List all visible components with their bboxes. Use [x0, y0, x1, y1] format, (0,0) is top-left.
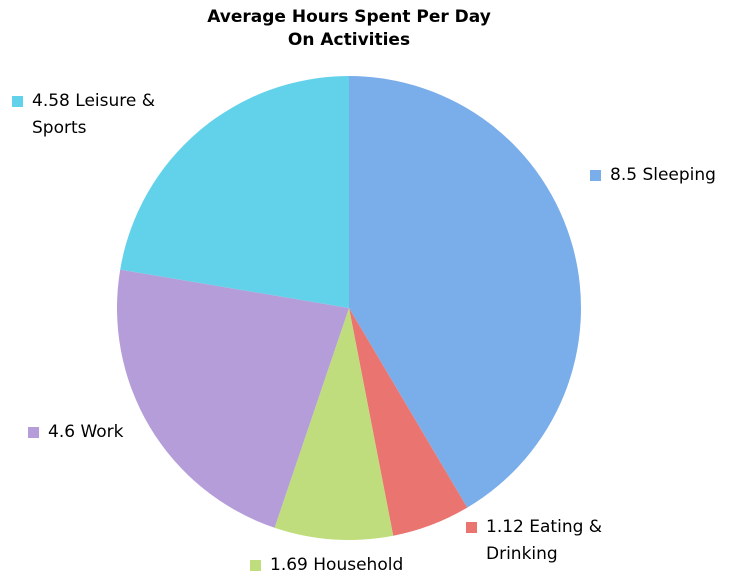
value-label: 1.69: [270, 555, 308, 575]
legend-swatch: [466, 522, 477, 533]
pie-slice: [274, 308, 394, 540]
pie-slice: [349, 308, 468, 536]
pie-slice: [349, 76, 582, 508]
value-label: 1.12: [486, 517, 524, 537]
data-label: 1.69 Household: [250, 552, 470, 579]
data-label: 1.12 Eating & Drinking: [466, 514, 621, 568]
data-label: 4.58 Leisure & Sports: [12, 88, 172, 142]
data-label: 8.5 Sleeping: [590, 162, 739, 189]
value-label: 8.5: [610, 165, 638, 185]
data-label: 4.6 Work: [28, 419, 198, 446]
pie-slice: [116, 269, 349, 528]
value-label: 4.58: [32, 91, 70, 111]
category-label: Work: [80, 422, 124, 442]
legend-swatch: [28, 427, 39, 438]
category-label: Household: [313, 555, 404, 575]
pie-slice: [120, 76, 349, 308]
legend-swatch: [590, 170, 601, 181]
chart-title: Average Hours Spent Per Day On Activitie…: [207, 7, 491, 50]
legend-swatch: [12, 96, 23, 107]
category-label: Leisure & Sports: [32, 91, 155, 138]
value-label: 4.6: [48, 422, 76, 442]
category-label: Sleeping: [642, 165, 716, 185]
legend-swatch: [250, 560, 261, 571]
category-label: Eating & Drinking: [486, 517, 603, 564]
